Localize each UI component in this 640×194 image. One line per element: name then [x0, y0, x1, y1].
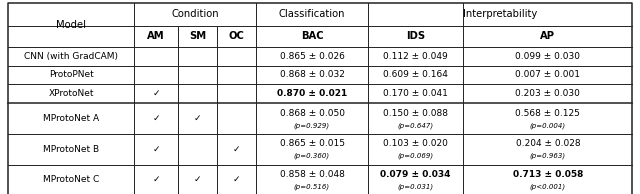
Text: 0.870 ± 0.021: 0.870 ± 0.021: [277, 89, 347, 98]
Text: AP: AP: [540, 31, 556, 41]
Text: Interpretability: Interpretability: [463, 9, 538, 19]
Text: ✓: ✓: [194, 175, 201, 184]
Text: ✓: ✓: [194, 114, 201, 123]
Text: 0.203 ± 0.030: 0.203 ± 0.030: [515, 89, 580, 98]
Text: OC: OC: [228, 31, 244, 41]
Text: ✓: ✓: [152, 114, 160, 123]
Text: 0.868 ± 0.050: 0.868 ± 0.050: [280, 108, 344, 118]
Text: 0.170 ± 0.041: 0.170 ± 0.041: [383, 89, 448, 98]
Text: 0.568 ± 0.125: 0.568 ± 0.125: [515, 108, 580, 118]
Text: MProtoNet A: MProtoNet A: [43, 114, 99, 123]
Text: ✓: ✓: [233, 145, 240, 154]
Text: BAC: BAC: [301, 31, 323, 41]
Text: (p=0.031): (p=0.031): [397, 183, 434, 190]
Text: ✓: ✓: [152, 145, 160, 154]
Text: AM: AM: [147, 31, 165, 41]
Text: (p=0.360): (p=0.360): [294, 153, 330, 159]
Text: Classification: Classification: [279, 9, 345, 19]
Text: 0.865 ± 0.015: 0.865 ± 0.015: [280, 139, 344, 148]
Text: ✓: ✓: [152, 89, 160, 98]
Text: 0.099 ± 0.030: 0.099 ± 0.030: [515, 52, 580, 61]
Text: 0.112 ± 0.049: 0.112 ± 0.049: [383, 52, 448, 61]
Text: CNN (with GradCAM): CNN (with GradCAM): [24, 52, 118, 61]
Text: XProtoNet: XProtoNet: [48, 89, 94, 98]
Text: 0.079 ± 0.034: 0.079 ± 0.034: [380, 170, 451, 179]
Text: 0.204 ± 0.028: 0.204 ± 0.028: [516, 139, 580, 148]
Text: 0.713 ± 0.058: 0.713 ± 0.058: [513, 170, 583, 179]
Text: ProtoPNet: ProtoPNet: [49, 70, 93, 80]
Text: MProtoNet B: MProtoNet B: [43, 145, 99, 154]
Text: 0.865 ± 0.026: 0.865 ± 0.026: [280, 52, 344, 61]
Text: ✓: ✓: [233, 175, 240, 184]
Text: Model: Model: [56, 20, 86, 30]
Text: (p=0.069): (p=0.069): [397, 153, 434, 159]
Text: (p=0.004): (p=0.004): [530, 122, 566, 129]
Text: (p=0.647): (p=0.647): [397, 122, 434, 129]
Text: ✓: ✓: [152, 175, 160, 184]
Text: (p=0.516): (p=0.516): [294, 183, 330, 190]
Text: 0.868 ± 0.032: 0.868 ± 0.032: [280, 70, 344, 80]
Text: 0.609 ± 0.164: 0.609 ± 0.164: [383, 70, 448, 80]
Text: Condition: Condition: [172, 9, 219, 19]
Text: 0.858 ± 0.048: 0.858 ± 0.048: [280, 170, 344, 179]
Text: 0.007 ± 0.001: 0.007 ± 0.001: [515, 70, 580, 80]
Text: 0.150 ± 0.088: 0.150 ± 0.088: [383, 108, 448, 118]
Text: (p=0.963): (p=0.963): [530, 153, 566, 159]
Text: (p<0.001): (p<0.001): [530, 183, 566, 190]
Text: IDS: IDS: [406, 31, 425, 41]
Text: 0.103 ± 0.020: 0.103 ± 0.020: [383, 139, 448, 148]
Text: MProtoNet C: MProtoNet C: [43, 175, 99, 184]
Text: SM: SM: [189, 31, 206, 41]
Text: (p=0.929): (p=0.929): [294, 122, 330, 129]
